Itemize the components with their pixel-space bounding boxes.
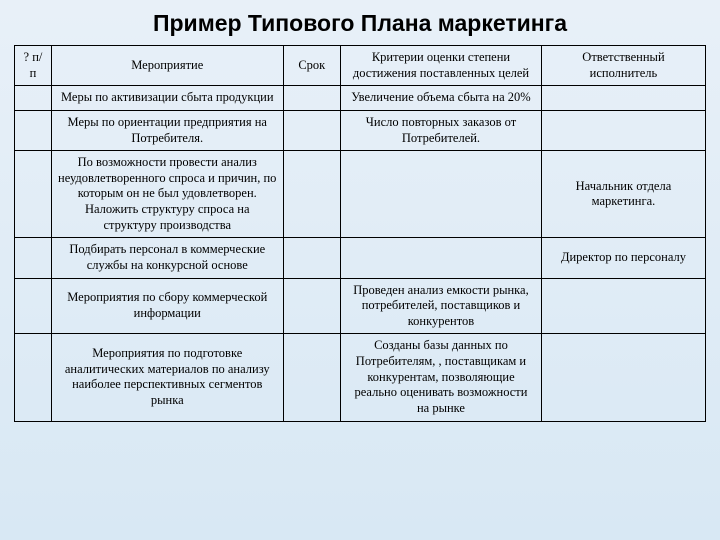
cell-term [283, 334, 340, 421]
cell-criteria: Проведен анализ емкости рынка, потребите… [341, 278, 542, 334]
cell-term [283, 238, 340, 278]
cell-num [15, 110, 52, 150]
col-header-responsible: Ответственный исполнитель [541, 46, 705, 86]
cell-num [15, 86, 52, 111]
cell-criteria: Увеличение объема сбыта на 20% [341, 86, 542, 111]
cell-criteria: Созданы базы данных по Потребителям, , п… [341, 334, 542, 421]
col-header-event: Мероприятие [51, 46, 283, 86]
cell-responsible: Начальник отдела маркетинга. [541, 151, 705, 238]
col-header-term: Срок [283, 46, 340, 86]
table-row: Мероприятия по сбору коммерческой информ… [15, 278, 706, 334]
cell-responsible [541, 110, 705, 150]
page-title: Пример Типового Плана маркетинга [14, 10, 706, 37]
col-header-num: ? п/п [15, 46, 52, 86]
cell-responsible: Директор по персоналу [541, 238, 705, 278]
cell-criteria: Число повторных заказов от Потребителей. [341, 110, 542, 150]
table-header-row: ? п/п Мероприятие Срок Критерии оценки с… [15, 46, 706, 86]
cell-num [15, 278, 52, 334]
cell-term [283, 151, 340, 238]
table-row: Мероприятия по подготовке аналитических … [15, 334, 706, 421]
cell-event: Мероприятия по сбору коммерческой информ… [51, 278, 283, 334]
cell-term [283, 110, 340, 150]
cell-criteria [341, 238, 542, 278]
cell-event: По возможности провести анализ неудовлет… [51, 151, 283, 238]
slide: Пример Типового Плана маркетинга ? п/п М… [0, 0, 720, 540]
cell-num [15, 334, 52, 421]
cell-event: Мероприятия по подготовке аналитических … [51, 334, 283, 421]
cell-num [15, 238, 52, 278]
cell-event: Подбирать персонал в коммерческие службы… [51, 238, 283, 278]
cell-responsible [541, 278, 705, 334]
cell-num [15, 151, 52, 238]
table-row: По возможности провести анализ неудовлет… [15, 151, 706, 238]
table-row: Меры по активизации сбыта продукции Увел… [15, 86, 706, 111]
table-row: Подбирать персонал в коммерческие службы… [15, 238, 706, 278]
cell-event: Меры по ориентации предприятия на Потреб… [51, 110, 283, 150]
cell-responsible [541, 86, 705, 111]
table-row: Меры по ориентации предприятия на Потреб… [15, 110, 706, 150]
marketing-plan-table: ? п/п Мероприятие Срок Критерии оценки с… [14, 45, 706, 422]
cell-event: Меры по активизации сбыта продукции [51, 86, 283, 111]
cell-term [283, 278, 340, 334]
cell-responsible [541, 334, 705, 421]
col-header-criteria: Критерии оценки степени достижения поста… [341, 46, 542, 86]
cell-term [283, 86, 340, 111]
cell-criteria [341, 151, 542, 238]
